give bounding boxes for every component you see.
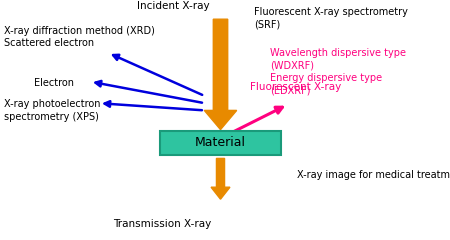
Text: Electron: Electron [34,78,74,88]
Text: Fluorescent X-ray: Fluorescent X-ray [250,82,341,92]
Text: X-ray image for medical treatment: X-ray image for medical treatment [297,170,450,180]
FancyArrow shape [211,158,230,199]
Text: Material: Material [195,136,246,149]
FancyArrow shape [204,19,237,130]
Text: Wavelength dispersive type
(WDXRF)
Energy dispersive type
(EDXRF): Wavelength dispersive type (WDXRF) Energ… [270,48,406,95]
Text: Transmission X-ray: Transmission X-ray [113,219,211,229]
Text: X-ray diffraction method (XRD)
Scattered electron: X-ray diffraction method (XRD) Scattered… [4,26,155,48]
Text: X-ray photoelectron
spectrometry (XPS): X-ray photoelectron spectrometry (XPS) [4,99,101,122]
Bar [160,131,281,155]
Text: Fluorescent X-ray spectrometry
(SRF): Fluorescent X-ray spectrometry (SRF) [254,7,408,30]
Text: Incident X-ray: Incident X-ray [137,1,210,11]
